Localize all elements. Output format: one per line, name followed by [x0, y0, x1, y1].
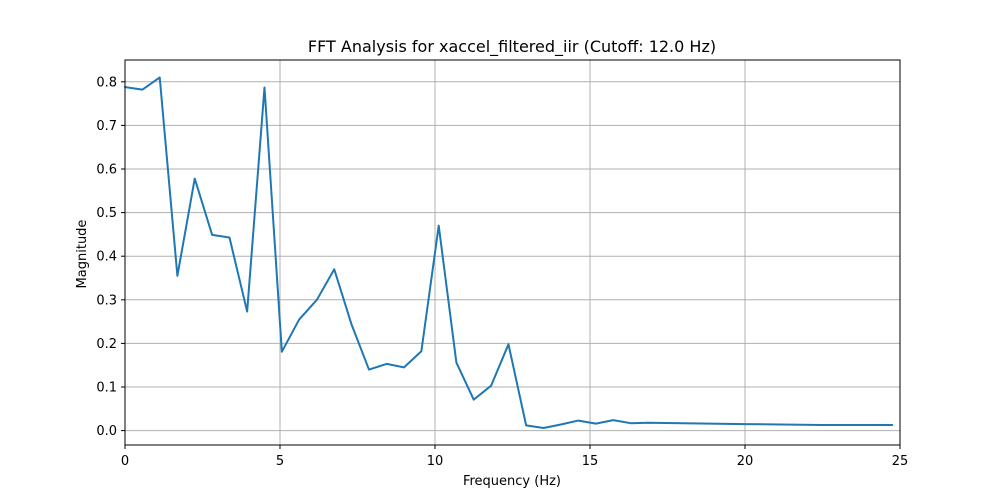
x-tick-label: 25	[892, 454, 909, 469]
y-axis: 0.0 0.1 0.2 0.3 0.4 0.5 0.6 0.7 0.8	[96, 75, 125, 439]
x-tick-label: 5	[276, 454, 284, 469]
y-tick-label: 0.1	[96, 381, 117, 396]
y-tick-label: 0.6	[96, 163, 117, 178]
x-axis: 0 5 10 15 20 25	[121, 445, 908, 469]
x-tick-label: 15	[582, 454, 599, 469]
y-tick-label: 0.2	[96, 337, 117, 352]
plot-area-frame	[124, 59, 901, 446]
y-tick-label: 0.8	[96, 75, 117, 90]
x-tick-label: 20	[737, 454, 754, 469]
y-tick-label: 0.5	[96, 206, 117, 221]
grid-lines	[124, 60, 901, 445]
x-tick-label: 10	[427, 454, 444, 469]
chart-title: FFT Analysis for xaccel_filtered_iir (Cu…	[308, 37, 716, 57]
series-line	[124, 76, 894, 429]
x-axis-title: Frequency (Hz)	[463, 474, 561, 489]
y-tick-label: 0.3	[96, 293, 117, 308]
x-tick-label: 0	[121, 454, 129, 469]
y-axis-title: Magnitude	[75, 220, 90, 289]
y-tick-label: 0.7	[96, 119, 117, 134]
series-layer	[124, 76, 894, 429]
y-tick-label: 0.0	[96, 424, 117, 439]
y-tick-label: 0.4	[96, 250, 117, 265]
